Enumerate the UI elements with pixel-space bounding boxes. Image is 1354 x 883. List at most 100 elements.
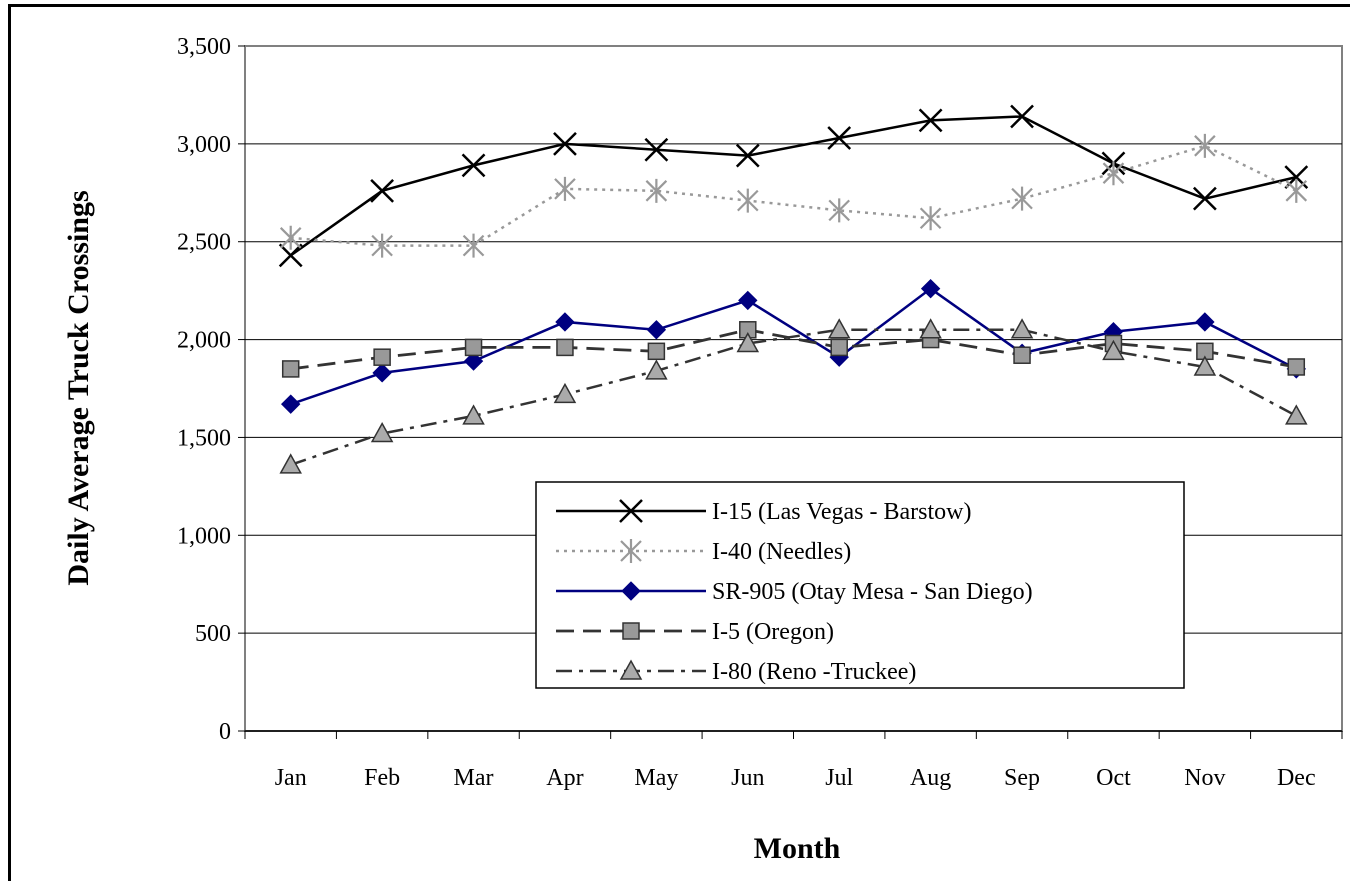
- x-tick-label: Dec: [1277, 765, 1316, 791]
- series-line: [290, 328, 1297, 371]
- legend-label: I-5 (Oregon): [712, 619, 834, 645]
- series-3: [281, 278, 1306, 414]
- data-point: [370, 421, 394, 443]
- data-point: [619, 499, 643, 523]
- data-point: [827, 126, 852, 150]
- legend-label: I-15 (Las Vegas - Barstow): [712, 499, 972, 525]
- legend-entry: I-40 (Needles): [556, 539, 851, 565]
- data-point: [1195, 312, 1215, 332]
- data-point: [1193, 355, 1217, 376]
- y-axis-ticks: 0 500 1,000 1,500 2,000 2,500 3,000 3,500: [177, 34, 245, 745]
- data-point: [279, 225, 302, 250]
- legend-label: I-80 (Reno -Truckee): [712, 659, 916, 685]
- y-tick-label: 2,500: [177, 230, 231, 256]
- data-point: [461, 153, 486, 178]
- data-point: [920, 278, 941, 299]
- x-tick-label: Sep: [1004, 765, 1040, 791]
- data-point: [1010, 104, 1034, 129]
- data-point: [621, 581, 641, 601]
- data-point: [372, 363, 392, 383]
- x-axis-ticks: Jan Feb Mar Apr May Jun Jul Aug Sep Oct Nov Dec: [244, 731, 1343, 791]
- series-line: [289, 115, 1297, 257]
- y-tick-label: 1,000: [177, 523, 231, 549]
- x-tick-label: Nov: [1184, 765, 1225, 791]
- data-point: [622, 622, 640, 640]
- y-tick-label: 2,000: [177, 328, 231, 354]
- series-line: [290, 328, 1297, 467]
- x-tick-label: Oct: [1096, 765, 1131, 791]
- data-point: [830, 338, 848, 357]
- data-point: [645, 359, 668, 380]
- series-layer: [278, 104, 1309, 474]
- data-point: [644, 137, 669, 162]
- y-tick-label: 1,500: [177, 425, 231, 451]
- data-point: [463, 351, 484, 371]
- x-tick-label: Mar: [454, 765, 494, 791]
- data-point: [556, 338, 574, 357]
- x-tick-label: May: [634, 765, 678, 791]
- data-point: [553, 131, 577, 156]
- y-tick-label: 0: [219, 719, 231, 745]
- legend-box: [535, 481, 1185, 689]
- y-tick-label: 3,000: [177, 132, 231, 158]
- data-point: [738, 290, 758, 311]
- data-point: [919, 206, 942, 231]
- data-point: [828, 198, 850, 223]
- data-point: [553, 382, 577, 404]
- x-tick-label: Apr: [546, 765, 583, 791]
- legend-label: I-40 (Needles): [712, 539, 851, 565]
- legend: I-15 (Las Vegas - Barstow) I-40 (Needles)…: [535, 481, 1185, 689]
- data-point: [1010, 318, 1034, 339]
- data-point: [464, 338, 483, 357]
- y-axis-title: Daily Average Truck Crossings: [62, 190, 95, 585]
- legend-entry: I-15 (Las Vegas - Barstow): [556, 499, 972, 525]
- data-point: [737, 188, 759, 213]
- data-point: [370, 178, 395, 203]
- legend-entry: I-80 (Reno -Truckee): [556, 659, 916, 685]
- series-line: [290, 144, 1297, 247]
- data-point: [279, 453, 302, 474]
- series-5: [279, 318, 1308, 474]
- data-point: [619, 659, 643, 680]
- legend-label: SR-905 (Otay Mesa - San Diego): [712, 579, 1033, 605]
- data-point: [645, 178, 668, 203]
- data-point: [735, 143, 760, 168]
- data-point: [1102, 339, 1125, 361]
- data-point: [827, 318, 851, 339]
- data-point: [1011, 186, 1033, 211]
- data-point: [278, 243, 303, 268]
- legend-entry: SR-905 (Otay Mesa - San Diego): [556, 579, 1033, 605]
- data-point: [371, 233, 393, 258]
- data-point: [1192, 186, 1217, 211]
- data-point: [918, 108, 943, 133]
- data-point: [1285, 178, 1308, 203]
- y-tick-label: 500: [195, 621, 231, 647]
- data-point: [736, 331, 760, 353]
- y-tick-label: 3,500: [177, 34, 231, 60]
- data-point: [373, 348, 391, 366]
- data-point: [647, 342, 666, 361]
- data-point: [620, 539, 642, 563]
- x-tick-label: Jul: [825, 765, 853, 791]
- data-point: [462, 404, 485, 425]
- series-line: [290, 287, 1297, 406]
- data-point: [1287, 358, 1306, 376]
- series-4: [281, 321, 1306, 378]
- x-tick-label: Aug: [910, 765, 951, 791]
- x-tick-label: Jun: [731, 765, 764, 791]
- x-tick-label: Feb: [364, 765, 400, 791]
- data-point: [281, 394, 301, 414]
- data-point: [1013, 346, 1031, 364]
- x-axis-title: Month: [754, 832, 841, 865]
- data-point: [554, 176, 576, 201]
- data-point: [462, 233, 485, 258]
- data-point: [1194, 133, 1216, 158]
- x-tick-label: Jan: [275, 765, 307, 791]
- legend-entry: I-5 (Oregon): [556, 619, 834, 645]
- data-point: [1102, 161, 1125, 186]
- data-point: [555, 312, 575, 332]
- data-point: [281, 360, 300, 378]
- data-point: [919, 318, 942, 339]
- data-point: [646, 320, 667, 340]
